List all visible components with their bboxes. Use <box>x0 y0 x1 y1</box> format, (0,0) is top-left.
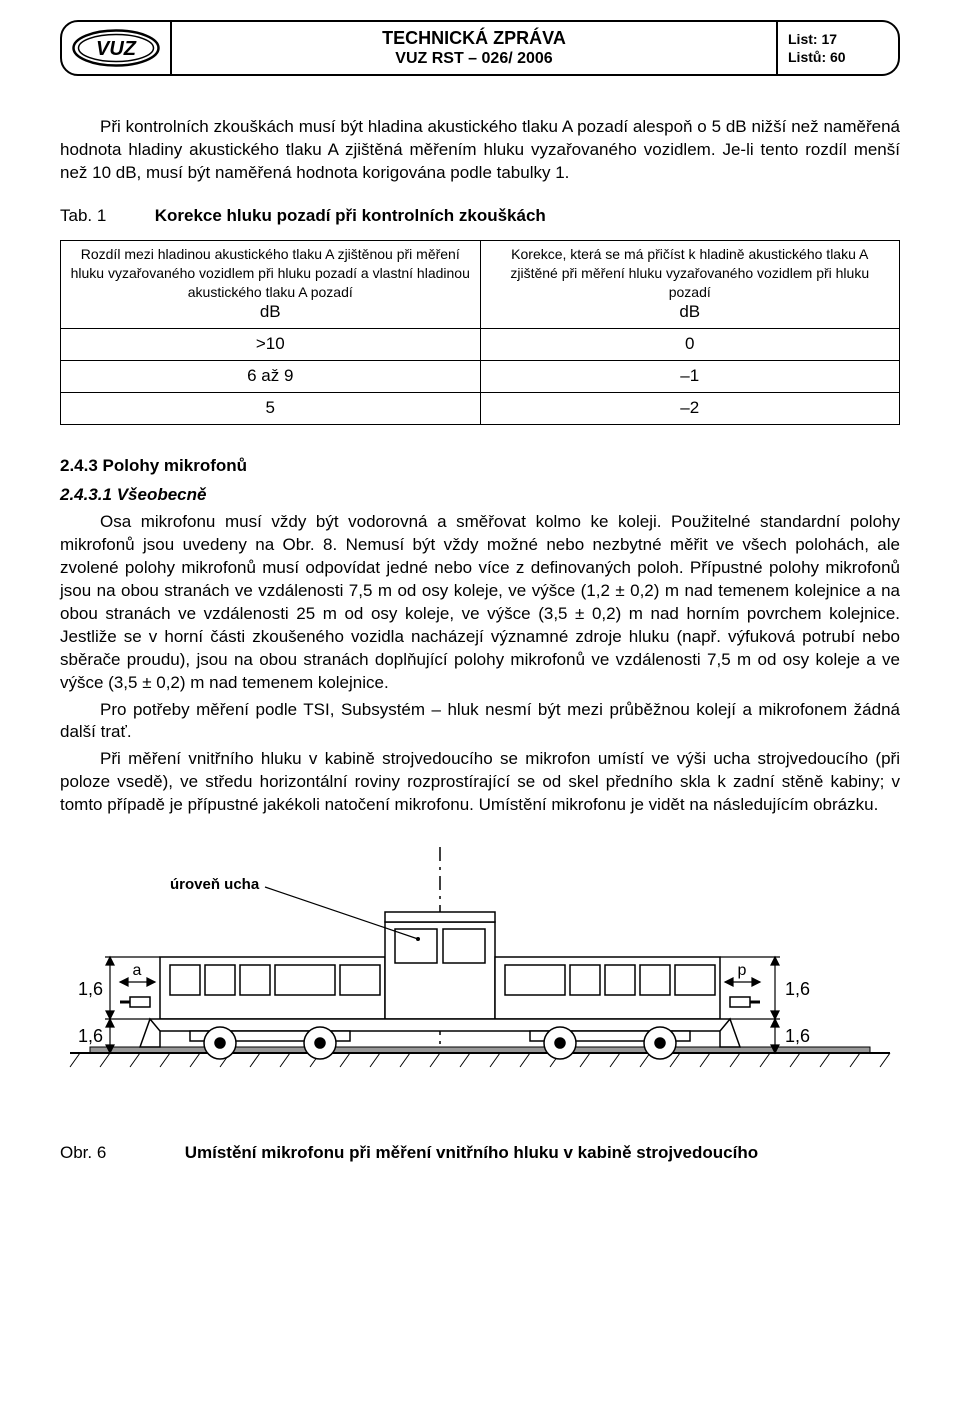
figure-ear-label: úroveň ucha <box>170 875 259 895</box>
dim-left-upper: 1,6 <box>78 979 103 999</box>
paragraph-4: Při měření vnitřního hluku v kabině stro… <box>60 748 900 817</box>
vuz-logo-icon: VUZ <box>71 28 161 68</box>
table1: Rozdíl mezi hladinou akustického tlaku A… <box>60 240 900 425</box>
header-listu-line: Listů: 60 <box>788 48 898 66</box>
paragraph-3: Pro potřeby měření podle TSI, Subsystém … <box>60 699 900 745</box>
dim-p-label: p <box>738 962 747 979</box>
table-row: 5 –2 <box>61 393 900 425</box>
table1-caption: Tab. 1 Korekce hluku pozadí při kontroln… <box>60 205 900 228</box>
figure-6-caption: Obr. 6 Umístění mikrofonu při měření vni… <box>60 1142 900 1165</box>
header-logo-cell: VUZ <box>62 22 172 74</box>
header-title-cell: TECHNICKÁ ZPRÁVA VUZ RST – 026/ 2006 <box>172 22 778 74</box>
dim-right-lower: 1,6 <box>785 1026 810 1046</box>
header-title-line1: TECHNICKÁ ZPRÁVA <box>382 28 566 50</box>
heading-2-4-3-1: 2.4.3.1 Všeobecně <box>60 484 900 507</box>
table1-col2-header: Korekce, která se má přičíst k hladině a… <box>480 240 900 329</box>
header-title-line2: VUZ RST – 026/ 2006 <box>395 49 552 68</box>
figure-caption-label: Obr. 6 <box>60 1142 180 1165</box>
dim-right-upper: 1,6 <box>785 979 810 999</box>
figure-6-area: úroveň ucha <box>60 847 900 1127</box>
dim-a-label: a <box>133 962 142 979</box>
table1-caption-label: Tab. 1 <box>60 205 150 228</box>
figure-caption-title: Umístění mikrofonu při měření vnitřního … <box>185 1143 758 1162</box>
table-row: >10 0 <box>61 329 900 361</box>
table1-col1-header: Rozdíl mezi hladinou akustického tlaku A… <box>61 240 481 329</box>
table-row: 6 až 9 –1 <box>61 361 900 393</box>
paragraph-2: Osa mikrofonu musí vždy být vodorovná a … <box>60 511 900 695</box>
logo-text: VUZ <box>96 38 137 60</box>
header-list-line: List: 17 <box>788 30 898 48</box>
dim-left-lower: 1,6 <box>78 1026 103 1046</box>
heading-2-4-3: 2.4.3 Polohy mikrofonů <box>60 455 900 478</box>
paragraph-1: Při kontrolních zkouškách musí být hladi… <box>60 116 900 185</box>
doc-header: VUZ TECHNICKÁ ZPRÁVA VUZ RST – 026/ 2006… <box>60 20 900 76</box>
table1-caption-title: Korekce hluku pozadí při kontrolních zko… <box>155 206 546 225</box>
header-meta-cell: List: 17 Listů: 60 <box>778 22 898 74</box>
